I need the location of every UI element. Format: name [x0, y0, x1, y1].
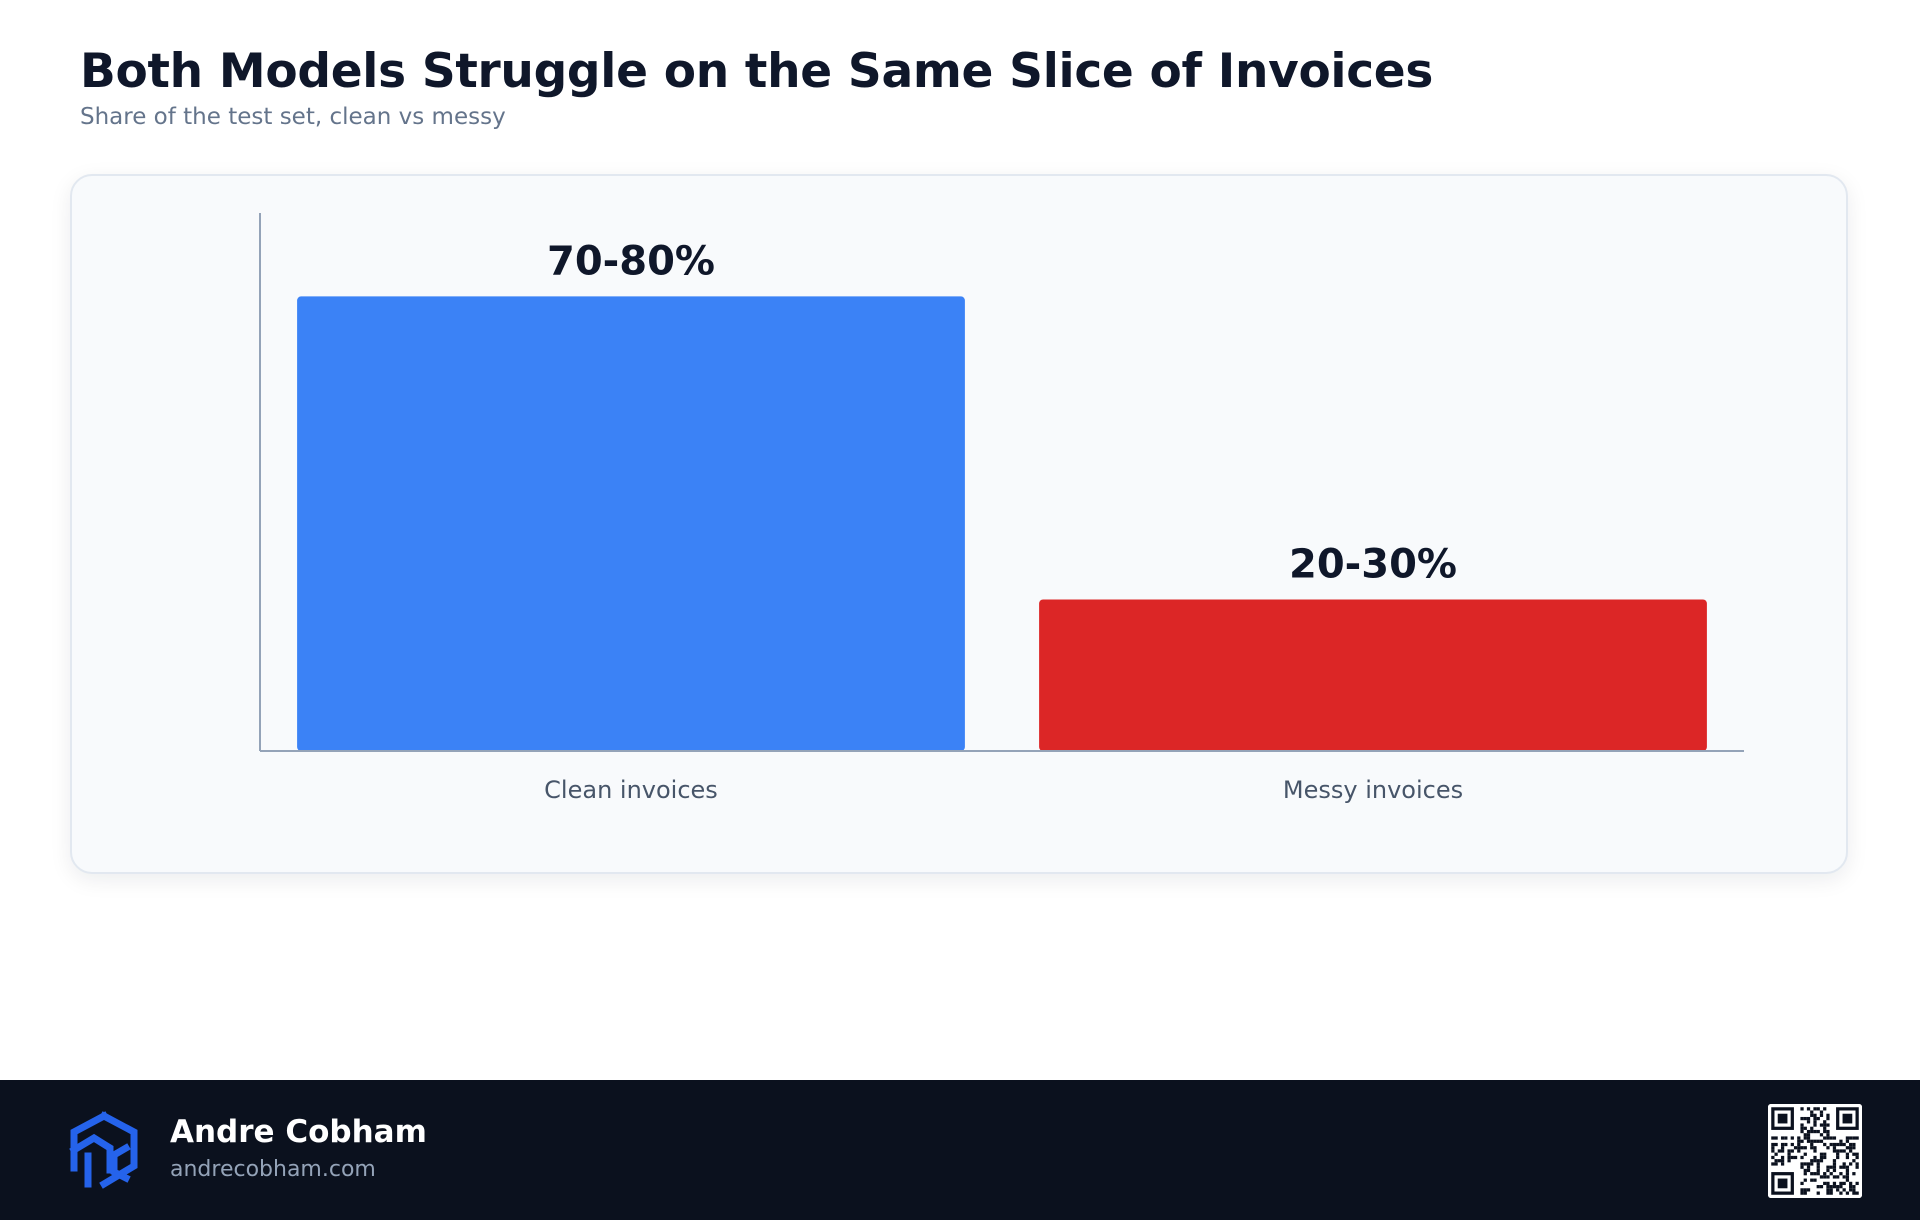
x-tick-label-1: Messy invoices: [1283, 776, 1463, 804]
data-label-0: 70-80%: [547, 238, 715, 284]
bar-1[interactable]: [1039, 599, 1707, 752]
chart-subtitle: Share of the test set, clean vs messy: [80, 104, 506, 130]
ac-cube-logo-icon: [69, 1111, 138, 1189]
x-tick-label-0: Clean invoices: [544, 776, 718, 804]
bar-0[interactable]: [297, 296, 965, 751]
chart-title: Both Models Struggle on the Same Slice o…: [80, 44, 1434, 99]
qr-code-icon[interactable]: [1768, 1104, 1862, 1198]
author-website[interactable]: andrecobham.com: [170, 1157, 376, 1182]
bar-chart: 70-80% Clean invoices 20-30% Messy invoices: [259, 213, 1744, 804]
footer: Andre Cobham andrecobham.com: [0, 1080, 1920, 1220]
author-name: Andre Cobham: [170, 1114, 427, 1150]
data-label-1: 20-30%: [1289, 542, 1457, 588]
chart-card: 70-80% Clean invoices 20-30% Messy invoices: [70, 174, 1848, 874]
